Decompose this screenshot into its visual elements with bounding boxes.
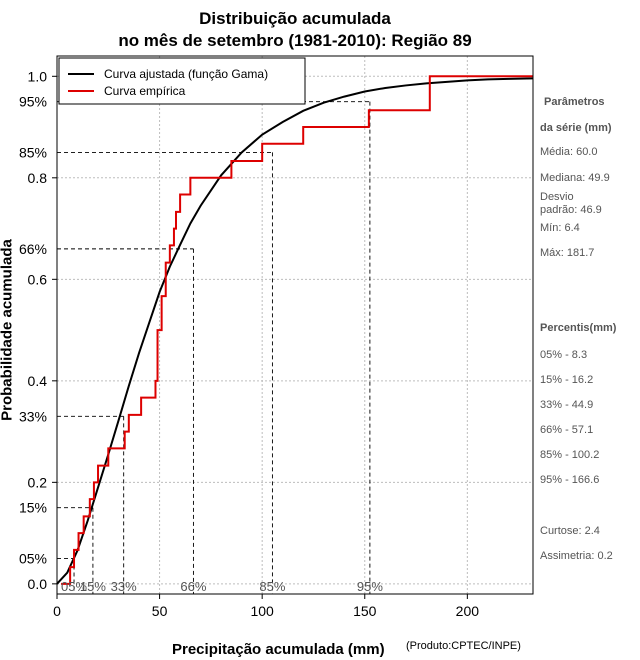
y-percentile-label: 05%: [19, 550, 47, 566]
x-percentile-label: 85%: [259, 579, 285, 594]
x-percentile-label: 33%: [111, 579, 137, 594]
x-percentile-label: 66%: [180, 579, 206, 594]
y-axis-label: Probabilidade acumulada: [0, 239, 16, 421]
stat-max: Máx: 181.7: [540, 247, 595, 259]
y-percentile-label: 95%: [19, 94, 47, 110]
legend-box: [58, 57, 306, 105]
stat-assimetria: Assimetria: 0.2: [540, 550, 613, 562]
x-tick-label: 50: [152, 603, 168, 619]
y-tick-label: 0.2: [28, 474, 48, 490]
plot-frame: [56, 55, 534, 595]
chart-title-line1: Distribuição acumulada: [199, 9, 391, 28]
gamma-fitted-curve: [56, 77, 534, 585]
params-heading: Parâmetros: [544, 96, 605, 108]
stat-desvio: Desvio padrão: 46.9: [540, 191, 602, 216]
stat-p33: 33% - 44.9: [540, 399, 594, 411]
stat-p15: 15% - 16.2: [540, 374, 594, 386]
y-tick-label: 0.6: [28, 271, 48, 287]
params-heading-unit: da série (mm): [540, 122, 612, 134]
stat-curtose: Curtose: 2.4: [540, 525, 600, 537]
y-percentile-label: 33%: [19, 408, 47, 424]
empirical-curve: [61, 75, 533, 585]
y-percentile-label: 15%: [19, 500, 47, 516]
y-tick-label: 0.4: [28, 373, 48, 389]
stat-p85: 85% - 100.2: [540, 449, 600, 461]
x-percentile-label: 05%: [61, 579, 87, 594]
x-percentile-label: 95%: [357, 579, 383, 594]
x-tick-label: 100: [250, 603, 274, 619]
x-tick-label: 0: [53, 603, 61, 619]
x-axis-label: Precipitação acumulada (mm): [172, 641, 385, 658]
stat-p66: 66% - 57.1: [540, 424, 594, 436]
stat-p95: 95% - 166.6: [540, 474, 600, 486]
y-percentile-label: 66%: [19, 241, 47, 257]
product-credit: (Produto:CPTEC/INPE): [406, 640, 521, 652]
x-percentile-label: 15%: [80, 579, 106, 594]
y-tick-label: 0.0: [28, 576, 48, 592]
y-tick-label: 0.8: [28, 170, 48, 186]
stat-media: Média: 60.0: [540, 146, 598, 158]
stat-min: Mín: 6.4: [540, 222, 580, 234]
chart-title-line2: no mês de setembro (1981-2010): Região 8…: [118, 31, 472, 50]
stat-mediana: Mediana: 49.9: [540, 172, 610, 184]
legend-label: Curva empírica: [104, 84, 186, 98]
stat-p05: 05% - 8.3: [540, 349, 588, 361]
y-tick-label: 1.0: [28, 68, 48, 84]
y-percentile-label: 85%: [19, 144, 47, 160]
x-tick-label: 150: [353, 603, 377, 619]
percentis-heading: Percentis(mm): [540, 322, 617, 334]
x-tick-label: 200: [456, 603, 480, 619]
legend-label: Curva ajustada (função Gama): [104, 67, 268, 81]
